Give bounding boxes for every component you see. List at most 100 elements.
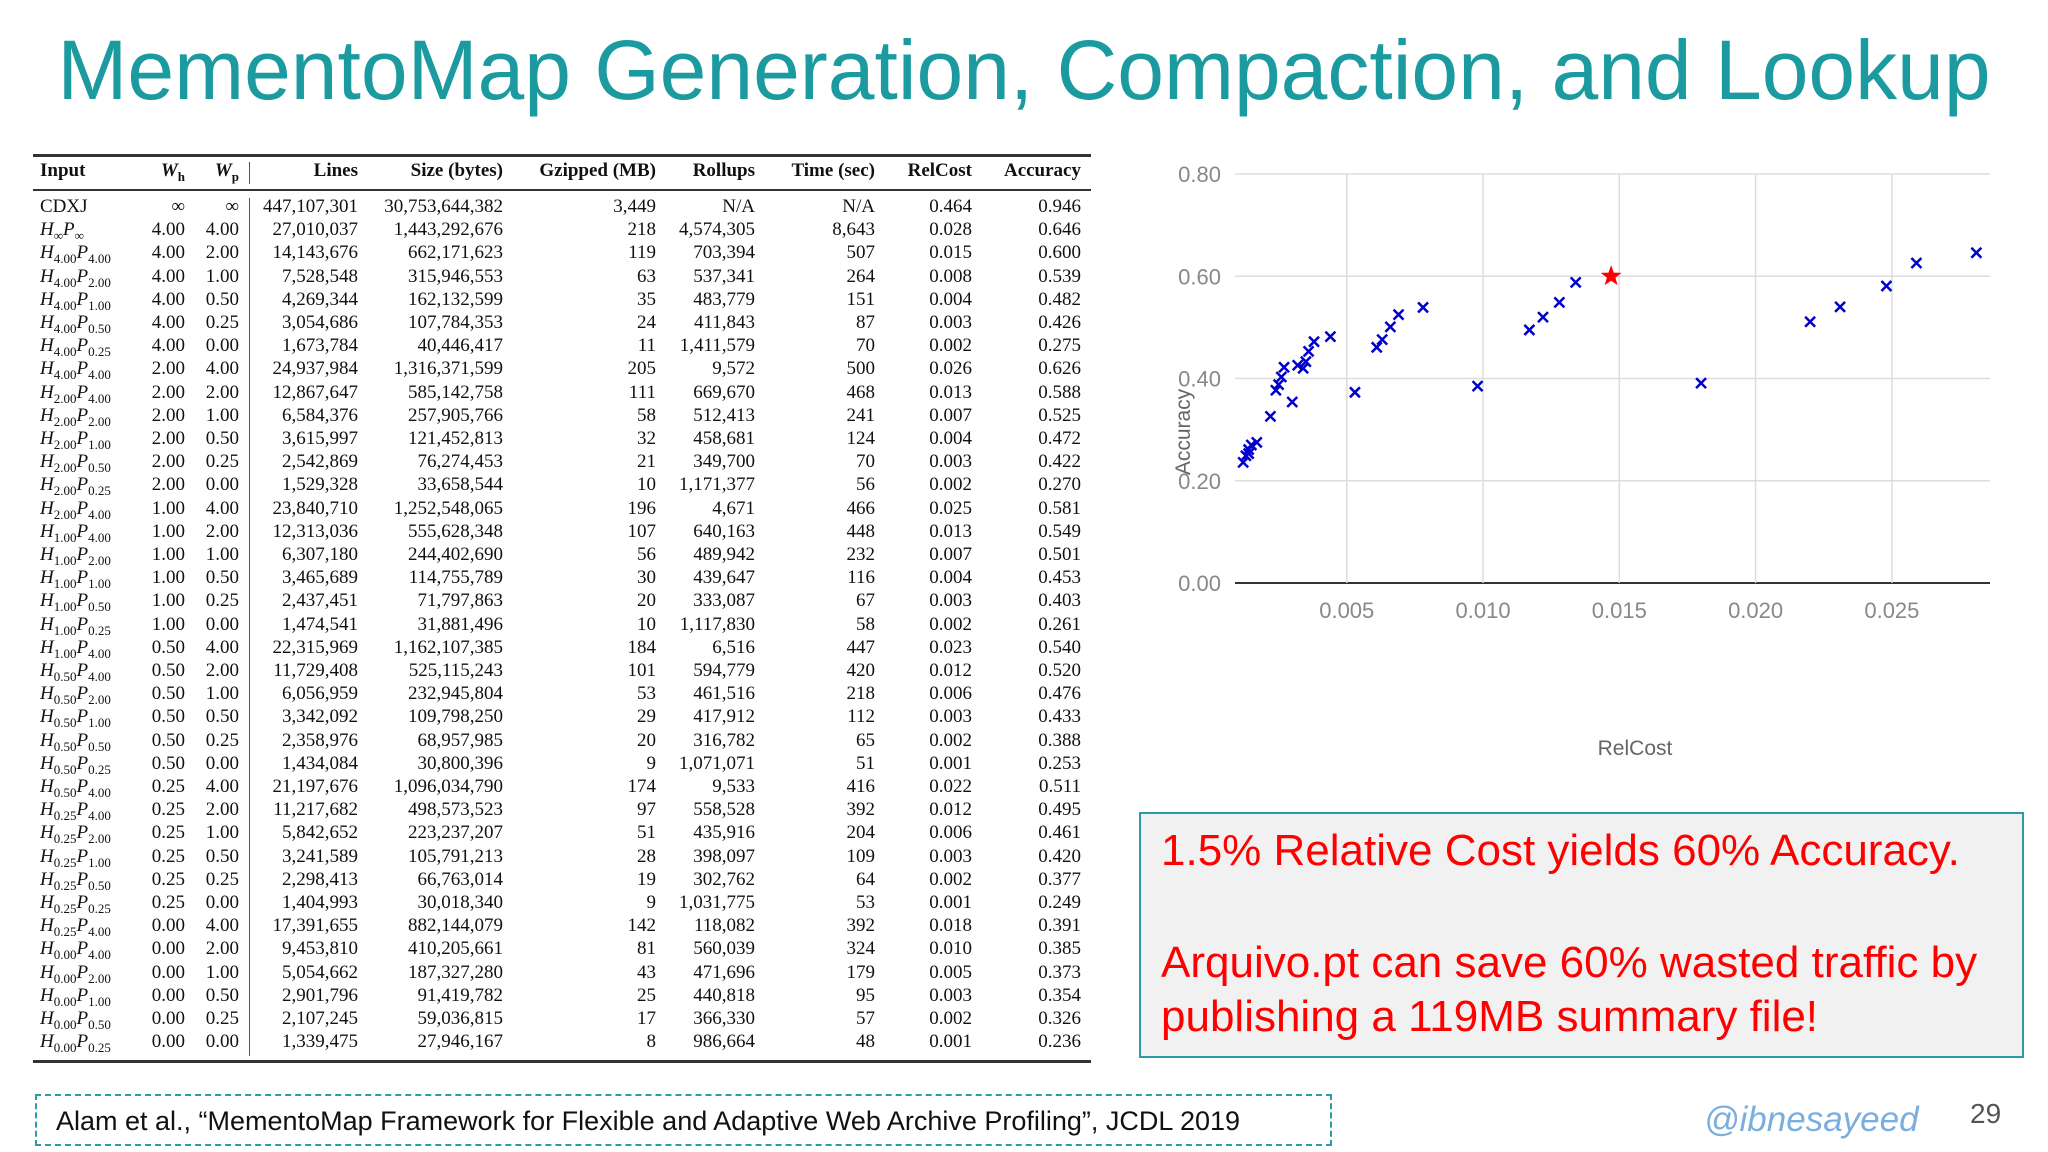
p-weight: 0.50 [88, 738, 111, 754]
p-weight: 0.25 [88, 343, 111, 359]
data-point-x-marker [1695, 377, 1707, 389]
cell-gz: 184 [627, 636, 657, 658]
table-row: H0.25P1.00 0.25 0.50 3,241,589 105,791,213 28… [33, 845, 1091, 870]
cell-size: 30,753,644,382 [384, 196, 503, 217]
cell-rollups: 703,394 [693, 242, 755, 264]
x-axis-label: RelCost [1598, 737, 1673, 760]
cell-size: 223,237,207 [408, 822, 503, 844]
cell-gz: 196 [627, 497, 657, 519]
cell-wp: 0.25 [205, 312, 239, 333]
cell-wh: 0.25 [151, 822, 185, 844]
cell-wh: 1.00 [151, 497, 185, 519]
cell-lines: 22,315,969 [272, 636, 359, 658]
cell-time: 466 [846, 497, 876, 519]
cell-relcost: 0.002 [929, 335, 972, 357]
cell-lines: 5,842,652 [282, 822, 358, 844]
cell-lines: 24,937,984 [272, 358, 359, 380]
cell-gz: 17 [637, 1008, 656, 1029]
cell-lines: 27,010,037 [272, 219, 359, 241]
table-column-divider [249, 162, 250, 184]
p-weight: 4.00 [88, 807, 111, 823]
cell-rollups: 489,942 [693, 544, 755, 565]
h-weight: 0.25 [53, 854, 77, 870]
cell-relcost: 0.013 [929, 381, 972, 403]
table-row: H0.00P1.00 0.00 0.50 2,901,796 91,419,782 25 4… [33, 985, 1091, 1009]
cell-lines: 11,729,408 [273, 660, 358, 681]
cell-acc: 0.326 [1038, 1008, 1081, 1029]
cell-size: 410,205,661 [408, 938, 503, 960]
cell-rollups: 594,779 [693, 660, 755, 681]
cell-time: 64 [856, 868, 875, 890]
cell-rollups: 1,171,377 [679, 474, 755, 496]
cell-gz: 10 [637, 474, 656, 496]
cell-size: 498,573,523 [408, 799, 503, 821]
h-weight: 4.00 [53, 251, 77, 267]
cell-relcost: 0.007 [929, 404, 972, 426]
cell-time: 392 [846, 915, 876, 937]
cell-size: 31,881,496 [417, 613, 504, 635]
cell-time: 116 [847, 567, 875, 589]
data-point-x-marker [1804, 315, 1816, 328]
cell-input: H∞P∞ [40, 219, 84, 243]
cell-size: 585,142,758 [408, 381, 503, 403]
header-wh-sub: h [177, 168, 185, 184]
cell-relcost: 0.005 [929, 961, 972, 983]
cell-acc: 0.377 [1038, 868, 1081, 890]
cell-wp: 0.50 [205, 706, 239, 728]
highlight-star-marker [1600, 265, 1622, 286]
cell-lines: 3,241,589 [282, 845, 358, 867]
p-weight: 0.25 [88, 483, 111, 499]
header-input: Input [40, 160, 86, 181]
cell-wp: 2.00 [205, 660, 239, 681]
data-point-x-marker [1302, 345, 1315, 358]
twitter-handle[interactable]: @ibnesayeed [1704, 1100, 1919, 1139]
cell-time: 507 [846, 242, 876, 264]
h-weight: 0.00 [53, 970, 77, 986]
x-tick-label: 0.010 [1456, 598, 1511, 623]
cell-acc: 0.453 [1038, 567, 1081, 589]
cell-wp: 4.00 [205, 636, 239, 658]
cell-wh: 4.00 [151, 265, 185, 287]
h-weight: 0.50 [53, 668, 77, 684]
cell-time: 448 [846, 520, 876, 542]
callout-line-1: 1.5% Relative Cost yields 60% Accuracy. [1161, 826, 1960, 875]
cell-time: 264 [846, 265, 876, 287]
cell-rollups: 1,071,071 [679, 752, 755, 774]
cell-size: 555,628,348 [408, 520, 503, 542]
table-row: H2.00P2.00 2.00 1.00 6,584,376 257,905,766 58… [33, 404, 1091, 429]
h-weight: 4.00 [53, 297, 77, 313]
cell-gz: 8 [646, 1031, 657, 1053]
cell-wp: 2.00 [205, 242, 239, 264]
cell-time: 324 [846, 938, 876, 960]
cell-size: 1,252,548,065 [393, 497, 503, 519]
p-weight: 1.00 [88, 436, 111, 452]
p-weight: 1.00 [88, 854, 111, 870]
cell-time: 500 [846, 358, 876, 380]
cell-input: H1.00P0.25 [40, 613, 111, 638]
cell-acc: 0.249 [1038, 892, 1081, 913]
cell-gz: 24 [637, 312, 656, 333]
table-row: H0.00P0.50 0.00 0.25 2,107,245 59,036,815 17 3… [33, 1008, 1091, 1032]
cell-gz: 97 [637, 799, 656, 821]
cell-lines: 1,529,328 [282, 474, 358, 496]
h-weight: 1.00 [53, 622, 77, 638]
cell-acc: 0.540 [1038, 636, 1081, 658]
cell-input: H1.00P2.00 [40, 544, 111, 568]
cell-acc: 0.261 [1038, 613, 1081, 635]
data-point-x-marker [1537, 311, 1549, 324]
cell-relcost: 0.001 [929, 892, 972, 913]
h-weight: 0.50 [53, 715, 77, 731]
citation: Alam et al., “MementoMap Framework for F… [35, 1094, 1332, 1146]
cell-wp: 4.00 [205, 497, 239, 519]
cell-size: 525,115,243 [408, 660, 503, 681]
cell-size: 1,443,292,676 [393, 219, 503, 241]
cell-acc: 0.403 [1038, 590, 1081, 612]
cell-acc: 0.420 [1038, 845, 1081, 867]
cell-rollups: 669,670 [693, 381, 755, 403]
cell-size: 68,957,985 [417, 729, 504, 751]
cell-time: 112 [847, 706, 875, 728]
cell-lines: 11,217,682 [273, 799, 358, 821]
cell-size: 257,905,766 [408, 404, 503, 426]
header-wh: Wh [161, 160, 185, 185]
cell-relcost: 0.026 [929, 358, 972, 380]
